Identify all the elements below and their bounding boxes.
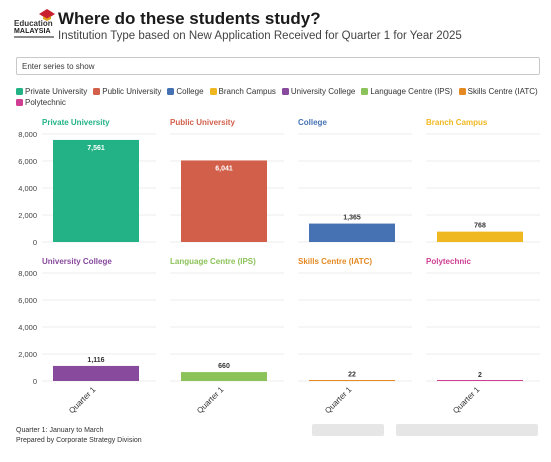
chart-legend: Private University Public University Colle…	[16, 86, 546, 108]
legend-label: Language Centre (IPS)	[370, 87, 453, 96]
legend-label: University College	[290, 87, 356, 96]
legend-label: Private University	[25, 87, 88, 96]
legend-item-language-centre-ips[interactable]: Language Centre (IPS)	[361, 86, 453, 97]
legend-swatch	[458, 88, 466, 95]
logo-mark-icon	[39, 9, 55, 21]
legend-swatch	[93, 88, 101, 95]
x-tick-label: Quarter 1	[451, 385, 482, 416]
panel-title-private-university: Private University	[42, 118, 110, 127]
data-label-branch-campus: 768	[474, 223, 486, 230]
panel-title-college: College	[298, 118, 327, 127]
blurred-footer-logo	[312, 424, 384, 436]
bar-language-centre-ips	[181, 372, 267, 381]
legend-swatch	[209, 88, 217, 95]
y-tick-label: 6,000	[18, 157, 37, 166]
legend-swatch	[281, 88, 289, 95]
legend-item-university-college[interactable]: University College	[281, 86, 356, 97]
bar-private-university	[53, 139, 139, 242]
bar-college	[309, 223, 395, 242]
legend-swatch	[167, 88, 175, 95]
legend-item-private-university[interactable]: Private University	[16, 86, 87, 97]
data-label-university-college: 1,116	[87, 357, 104, 364]
data-label-language-centre-ips: 660	[218, 363, 230, 370]
y-tick-label: 8,000	[18, 130, 37, 139]
legend-item-skills-centre-iatc[interactable]: Skills Centre (IATC)	[458, 86, 538, 97]
bar-university-college	[53, 365, 139, 381]
logo-line-2: MALAYSIA	[14, 28, 51, 35]
legend-swatch	[16, 88, 23, 95]
data-label-polytechnic: 2	[478, 372, 482, 379]
x-tick-label: Quarter 1	[67, 385, 98, 416]
legend-label: Public University	[102, 87, 162, 96]
y-tick-label: 2,000	[18, 350, 37, 359]
bar-skills-centre-iatc	[309, 380, 395, 381]
y-tick-label: 0	[33, 238, 37, 247]
bar-branch-campus	[437, 231, 523, 242]
legend-item-polytechnic[interactable]: Polytechnic	[16, 97, 66, 108]
legend-label: Polytechnic	[25, 98, 66, 107]
legend-swatch	[16, 99, 23, 106]
footer-credit: Prepared by Corporate Strategy Division	[16, 437, 142, 444]
series-search-input[interactable]	[16, 57, 540, 75]
legend-label: Branch Campus	[218, 87, 276, 96]
panel-title-public-university: Public University	[170, 118, 235, 127]
page-subtitle: Institution Type based on New Applicatio…	[58, 30, 462, 42]
page-title: Where do these students study?	[58, 9, 321, 28]
legend-item-public-university[interactable]: Public University	[93, 86, 161, 97]
legend-label: College	[176, 87, 204, 96]
panel-title-branch-campus: Branch Campus	[426, 118, 488, 127]
legend-swatch	[361, 88, 369, 95]
legend-label: Skills Centre (IATC)	[467, 87, 538, 96]
data-label-private-university: 7,561	[87, 145, 105, 152]
logo-line-1: Education	[14, 19, 53, 28]
footer-note: Quarter 1: January to March	[16, 427, 104, 434]
y-tick-label: 6,000	[18, 296, 37, 305]
data-label-skills-centre-iatc: 22	[348, 372, 356, 379]
y-tick-label: 0	[33, 377, 37, 386]
data-label-public-university: 6,041	[215, 165, 233, 172]
panel-title-language-centre-ips: Language Centre (IPS)	[170, 257, 256, 266]
panel-title-skills-centre-iatc: Skills Centre (IATC)	[298, 257, 372, 266]
legend-item-college[interactable]: College	[167, 86, 204, 97]
logo-tagline-mark	[14, 36, 54, 38]
y-tick-label: 4,000	[18, 323, 37, 332]
x-tick-label: Quarter 1	[323, 385, 354, 416]
education-malaysia-logo: Education MALAYSIA	[6, 8, 56, 40]
y-tick-label: 8,000	[18, 269, 37, 278]
blurred-footer-text	[396, 424, 538, 436]
bar-polytechnic	[437, 380, 523, 381]
legend-item-branch-campus[interactable]: Branch Campus	[209, 86, 276, 97]
y-tick-label: 4,000	[18, 184, 37, 193]
bar-public-university	[181, 160, 267, 242]
panel-title-university-college: University College	[42, 257, 112, 266]
x-tick-label: Quarter 1	[195, 385, 226, 416]
panel-title-polytechnic: Polytechnic	[426, 257, 471, 266]
y-tick-label: 2,000	[18, 211, 37, 220]
data-label-college: 1,365	[343, 215, 361, 222]
